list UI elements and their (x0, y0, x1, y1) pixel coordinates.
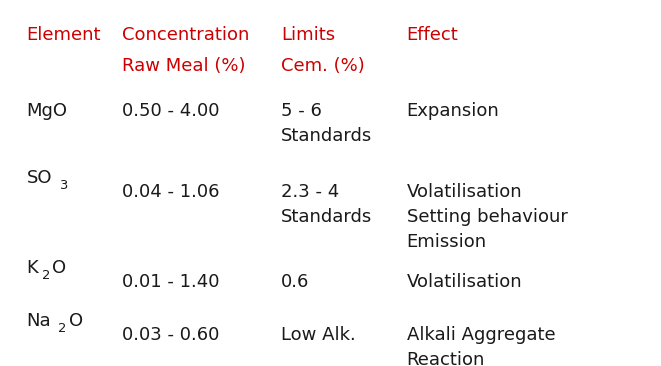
Text: Raw Meal (%): Raw Meal (%) (122, 57, 246, 75)
Text: Volatilisation
Setting behaviour
Emission: Volatilisation Setting behaviour Emissio… (407, 183, 567, 251)
Text: 0.04 - 1.06: 0.04 - 1.06 (122, 183, 220, 201)
Text: Volatilisation: Volatilisation (407, 273, 522, 291)
Text: MgO: MgO (26, 102, 67, 120)
Text: 2.3 - 4
Standards: 2.3 - 4 Standards (281, 183, 372, 226)
Text: 3: 3 (59, 179, 67, 192)
Text: 2: 2 (42, 269, 50, 281)
Text: Concentration: Concentration (122, 26, 250, 44)
Text: 0.01 - 1.40: 0.01 - 1.40 (122, 273, 220, 291)
Text: 5 - 6
Standards: 5 - 6 Standards (281, 102, 372, 145)
Text: O: O (52, 259, 66, 277)
Text: Expansion: Expansion (407, 102, 499, 120)
Text: 2: 2 (58, 322, 67, 335)
Text: SO: SO (26, 169, 52, 187)
Text: K: K (26, 259, 38, 277)
Text: 0.50 - 4.00: 0.50 - 4.00 (122, 102, 220, 120)
Text: 0.03 - 0.60: 0.03 - 0.60 (122, 326, 219, 344)
Text: Effect: Effect (407, 26, 458, 44)
Text: Element: Element (26, 26, 101, 44)
Text: Cem. (%): Cem. (%) (281, 57, 365, 75)
Text: O: O (69, 312, 83, 330)
Text: 0.6: 0.6 (281, 273, 309, 291)
Text: Limits: Limits (281, 26, 335, 44)
Text: Alkali Aggregate
Reaction: Alkali Aggregate Reaction (407, 326, 555, 366)
Text: Low Alk.: Low Alk. (281, 326, 356, 344)
Text: Na: Na (26, 312, 51, 330)
